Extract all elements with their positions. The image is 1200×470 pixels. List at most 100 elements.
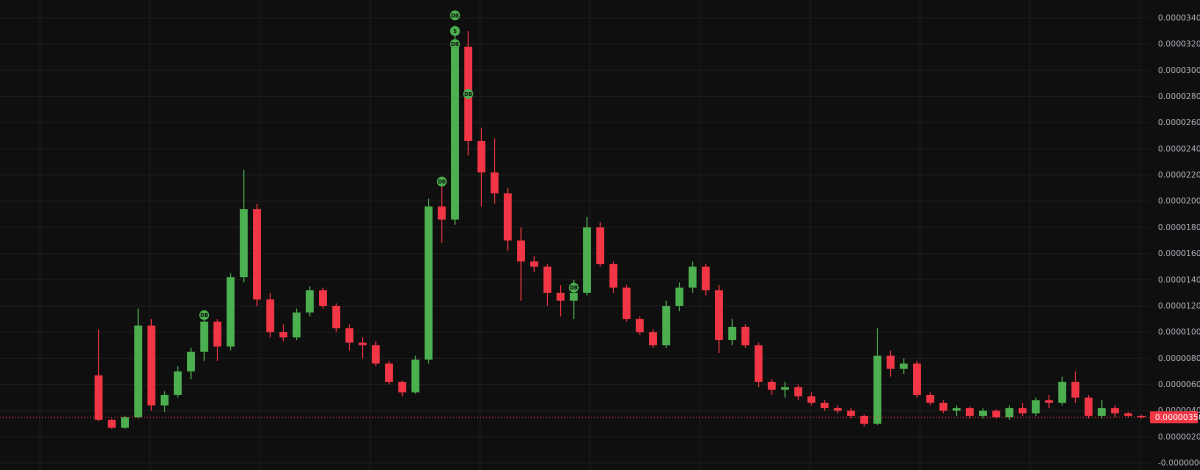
signal-label: DB — [451, 42, 459, 48]
candle-body — [1045, 400, 1053, 403]
signal-badge — [450, 39, 460, 50]
signal-label: DB — [438, 180, 446, 186]
candle-body — [596, 227, 605, 265]
candle-body — [820, 402, 829, 409]
candle-body — [226, 277, 235, 347]
signal-label: DB — [570, 286, 578, 292]
candle-body — [939, 402, 948, 411]
candle-body — [305, 290, 314, 313]
signal-badge — [463, 88, 474, 99]
signal-label: DB — [451, 13, 459, 19]
candle-body — [437, 206, 446, 220]
candle-body — [200, 321, 209, 352]
signal-label: S — [453, 29, 457, 35]
candle-body — [147, 325, 156, 406]
signal-badge — [199, 310, 210, 321]
candle-body — [1137, 415, 1146, 418]
candle-body — [675, 287, 684, 306]
candle-body — [886, 355, 895, 369]
candle-body — [266, 299, 275, 333]
y-tick-label: -0.00000000 — [1158, 459, 1200, 468]
candle-body — [741, 326, 750, 346]
signal-badge — [450, 26, 460, 37]
candle-body — [992, 410, 1001, 418]
last-price-box — [1150, 411, 1198, 424]
candle-body — [622, 287, 631, 320]
signal-label: DB — [200, 313, 208, 319]
signal-badge — [450, 10, 460, 21]
candle-body — [754, 345, 763, 382]
candle-body — [794, 387, 803, 397]
candle-body — [715, 290, 723, 340]
candle-body — [965, 408, 974, 416]
candle-body — [1124, 413, 1133, 416]
candle-body — [1097, 408, 1106, 416]
candle-body — [688, 266, 697, 288]
last-price-label: 0.00000350 — [1155, 413, 1200, 422]
candle-body — [583, 227, 591, 293]
candle-body — [160, 394, 169, 406]
candle-body — [767, 381, 776, 390]
candle-body — [1058, 381, 1067, 403]
candle-body — [860, 415, 869, 424]
candle-body — [279, 332, 288, 338]
candle-body — [503, 193, 512, 241]
candle-body — [345, 328, 354, 343]
candle-body — [543, 266, 552, 293]
candle-body — [121, 417, 129, 428]
candle-body — [807, 396, 816, 403]
candle-body — [385, 363, 393, 382]
candle-body — [1084, 397, 1093, 416]
candle-body — [701, 266, 710, 291]
signal-label: DB — [464, 92, 472, 98]
candle-body — [609, 264, 618, 288]
candle-body — [292, 312, 301, 338]
candle-body — [952, 408, 961, 411]
candle-body — [411, 359, 420, 393]
candle-body — [899, 363, 908, 369]
candle-body — [833, 408, 842, 411]
candle-body — [319, 290, 327, 306]
candle-body — [662, 305, 671, 346]
signal-badge — [436, 176, 447, 187]
candle-body — [173, 371, 182, 395]
candle-body — [913, 363, 921, 395]
candle-body — [517, 240, 525, 262]
candle-body — [847, 410, 855, 416]
candle-body — [1005, 408, 1014, 418]
candle-body — [477, 141, 486, 173]
y-tick-label: 0.00000200 — [1158, 432, 1200, 441]
candle-body — [213, 321, 222, 347]
candle-body — [490, 172, 499, 194]
candle-body — [926, 394, 935, 403]
candle-body — [187, 351, 195, 372]
candle-body — [530, 261, 539, 267]
candle-body — [253, 209, 261, 300]
candle-body — [1018, 408, 1027, 414]
candle-body — [398, 381, 407, 393]
candle-body — [728, 326, 737, 340]
candle-body — [635, 319, 644, 333]
candle-body — [1111, 408, 1119, 414]
candle-body — [569, 292, 578, 301]
candle-body — [1071, 381, 1080, 398]
signal-badge — [568, 282, 579, 293]
candle-body — [107, 419, 116, 428]
candle-body — [451, 46, 459, 220]
candle-body — [979, 410, 987, 416]
